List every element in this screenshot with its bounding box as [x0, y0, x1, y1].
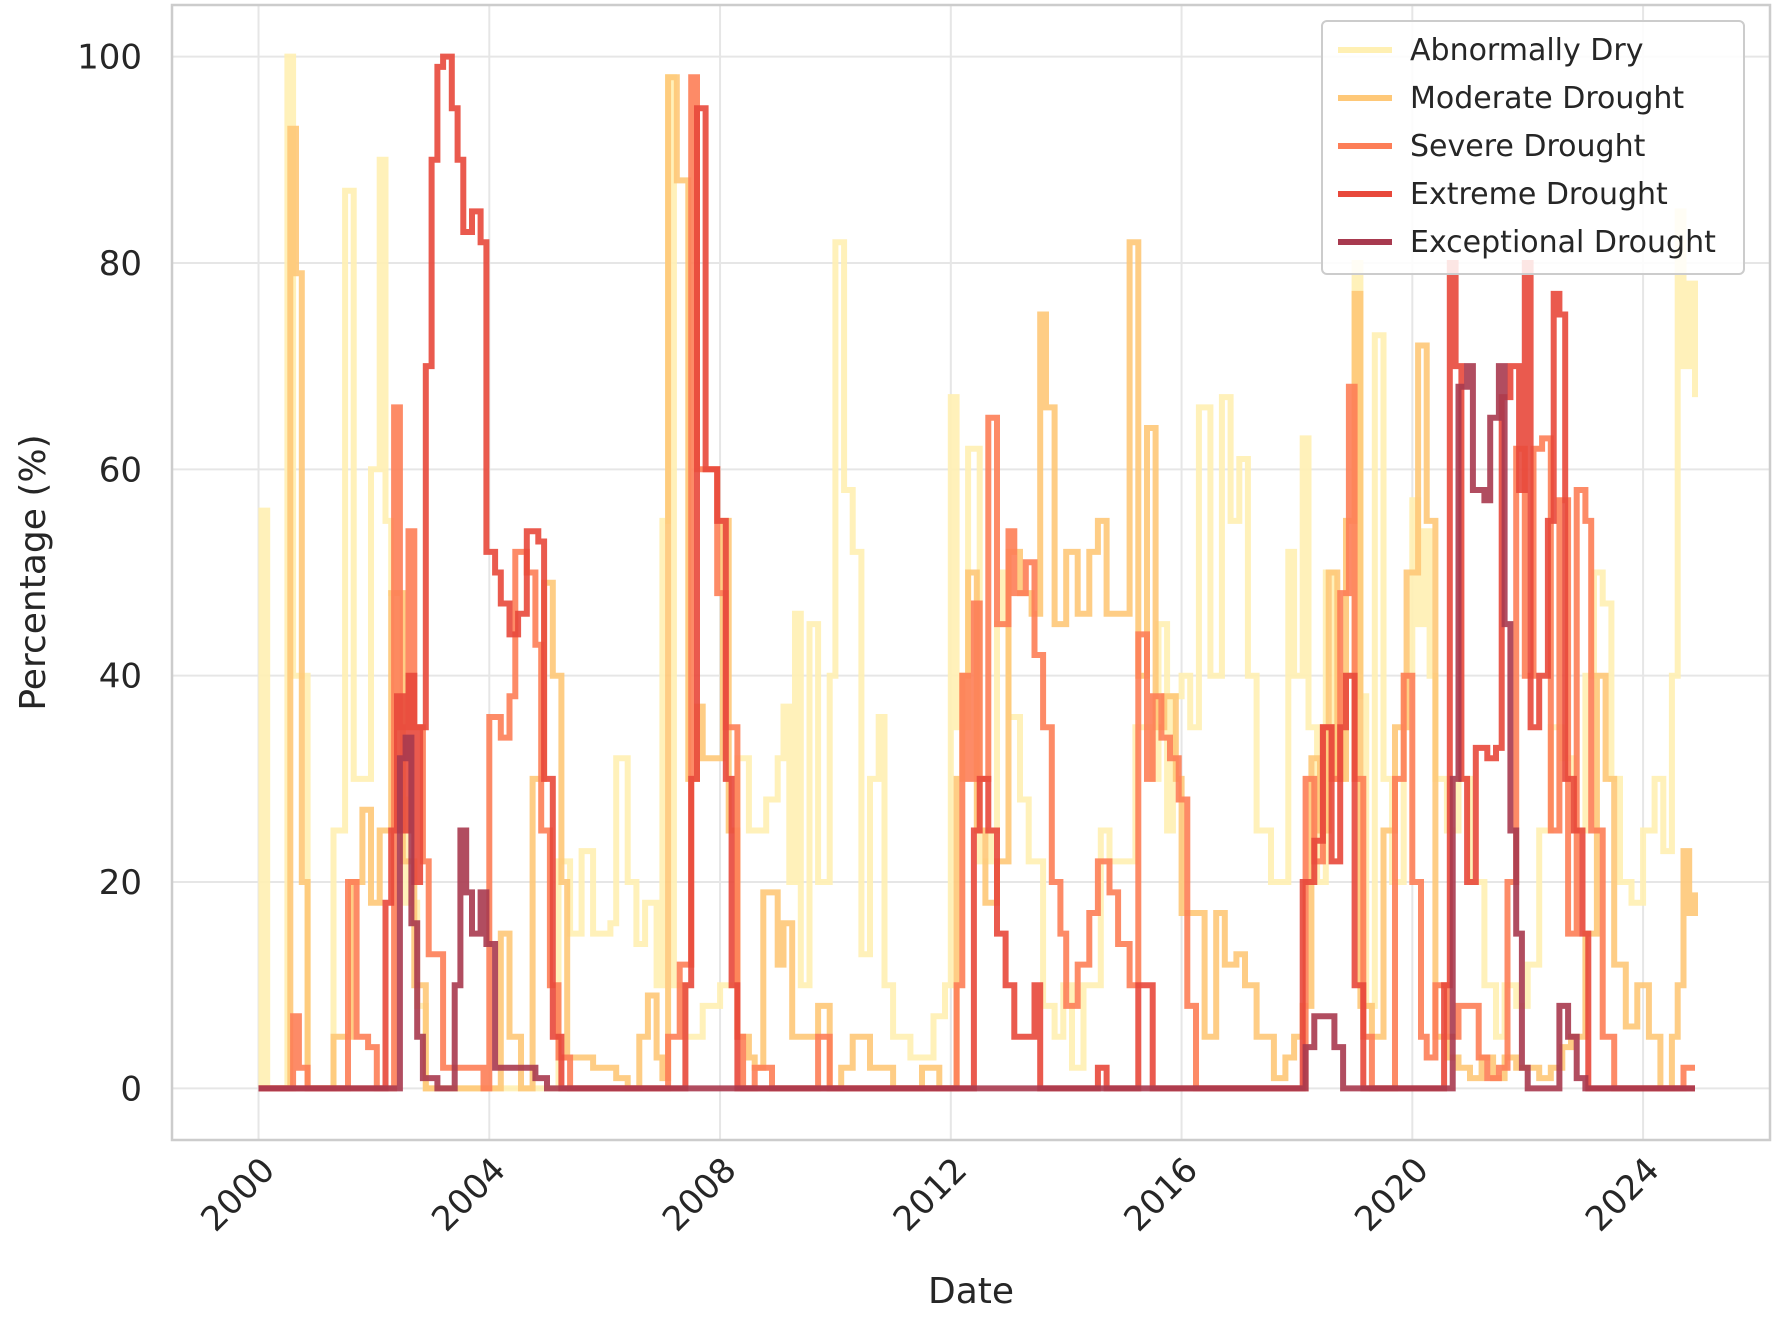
series-lines [258, 53, 1698, 1092]
x-tick-label: 2000 [193, 1150, 282, 1239]
y-tick-label: 0 [120, 1069, 142, 1109]
y-axis-label: Percentage (%) [13, 434, 54, 710]
legend-label-severe-drought: Severe Drought [1410, 129, 1646, 164]
x-tick-label: 2024 [1578, 1150, 1667, 1239]
series-line-extreme-drought [258, 53, 1695, 1092]
legend-label-exceptional-drought: Exceptional Drought [1410, 225, 1716, 260]
y-tick-label: 20 [99, 863, 142, 903]
x-tick-label: 2020 [1347, 1150, 1436, 1239]
y-tick-label: 80 [99, 244, 142, 284]
x-tick-label: 2016 [1116, 1150, 1205, 1239]
legend-box [1321, 20, 1745, 275]
series-line-moderate-drought [258, 74, 1698, 1092]
y-tick-label: 100 [77, 38, 142, 78]
legend-label-extreme-drought: Extreme Drought [1410, 177, 1668, 212]
plot-frame [170, 3, 1772, 1142]
legend-label-abnormally-dry: Abnormally Dry [1410, 33, 1644, 68]
x-tick-label: 2012 [886, 1150, 975, 1239]
series-line-exceptional-drought [258, 363, 1695, 1092]
legend-label-moderate-drought: Moderate Drought [1410, 81, 1684, 116]
x-axis-label: Date [928, 1271, 1014, 1312]
x-tick-label: 2004 [424, 1150, 513, 1239]
x-tick-label: 2008 [655, 1150, 744, 1239]
series-line-abnormally-dry [258, 53, 1698, 1092]
series-line-severe-drought [258, 74, 1695, 1092]
y-tick-label: 40 [99, 657, 142, 697]
legend: Abnormally Dry Moderate Drought Severe Dro… [1321, 20, 1745, 275]
y-tick-labels: 0 20 40 60 80 100 [77, 38, 142, 1110]
y-tick-label: 60 [99, 450, 142, 490]
x-tick-labels: 2000 2004 2008 2012 2016 2020 2024 [193, 1150, 1667, 1239]
